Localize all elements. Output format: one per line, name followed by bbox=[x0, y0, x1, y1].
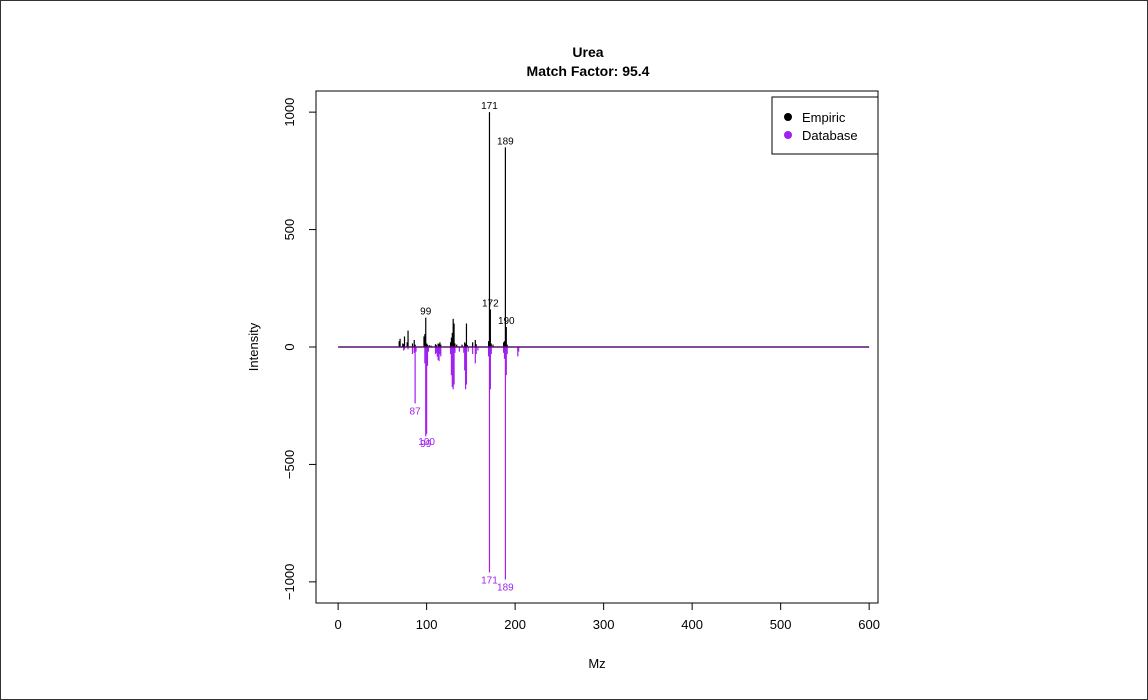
legend-marker-database bbox=[784, 131, 792, 139]
y-tick-label: 500 bbox=[282, 219, 297, 241]
x-tick-label: 400 bbox=[681, 617, 703, 632]
empiric-peak-label: 99 bbox=[420, 307, 432, 318]
y-tick-label: −1000 bbox=[282, 564, 297, 601]
database-peak-label: 189 bbox=[497, 583, 514, 594]
spectrum-peaks bbox=[398, 112, 520, 580]
x-tick-label: 500 bbox=[770, 617, 792, 632]
x-tick-label: 200 bbox=[504, 617, 526, 632]
x-tick-label: 100 bbox=[416, 617, 438, 632]
legend: Empiric Database bbox=[771, 96, 879, 155]
y-tick-label: −500 bbox=[282, 450, 297, 479]
legend-marker-empiric bbox=[784, 113, 792, 121]
x-tick-label: 300 bbox=[593, 617, 615, 632]
empiric-peak-label: 190 bbox=[498, 316, 515, 327]
x-tick-label: 600 bbox=[858, 617, 880, 632]
database-peak-label: 87 bbox=[410, 406, 422, 417]
y-tick-label: 0 bbox=[282, 343, 297, 350]
database-peak-label: 100 bbox=[418, 437, 435, 448]
database-peak-label: 171 bbox=[481, 575, 498, 586]
chart-title: Urea bbox=[572, 44, 603, 60]
empiric-peak-label: 189 bbox=[497, 136, 514, 147]
legend-label-database: Database bbox=[802, 128, 858, 143]
x-axis: 0 100 200 300 400 500 600 bbox=[335, 602, 880, 632]
empiric-peak-label: 172 bbox=[482, 298, 499, 309]
empiric-peak-label: 171 bbox=[481, 101, 498, 112]
legend-label-empiric: Empiric bbox=[802, 110, 846, 125]
x-axis-label: Mz bbox=[588, 656, 605, 671]
y-tick-label: 1000 bbox=[282, 98, 297, 127]
y-axis: −1000 −500 0 500 1000 bbox=[282, 98, 317, 601]
database-peak-label: 99 bbox=[420, 439, 432, 450]
chart-subtitle: Match Factor: 95.4 bbox=[527, 63, 650, 79]
y-axis-label: Intensity bbox=[246, 322, 261, 371]
x-tick-label: 0 bbox=[335, 617, 342, 632]
legend-box bbox=[771, 96, 879, 155]
